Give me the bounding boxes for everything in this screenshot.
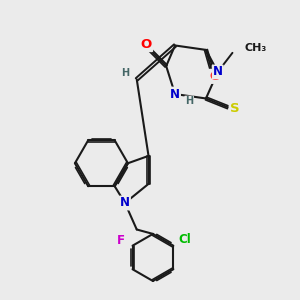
Text: F: F — [117, 234, 125, 247]
Text: S: S — [230, 102, 239, 115]
Text: O: O — [141, 38, 152, 51]
Text: H: H — [122, 68, 130, 78]
Text: Cl: Cl — [178, 233, 191, 246]
Text: N: N — [170, 88, 180, 100]
Text: CH₃: CH₃ — [245, 43, 267, 52]
Text: N: N — [120, 196, 130, 209]
Text: N: N — [213, 65, 223, 79]
Text: O: O — [209, 70, 220, 83]
Text: H: H — [185, 96, 193, 106]
